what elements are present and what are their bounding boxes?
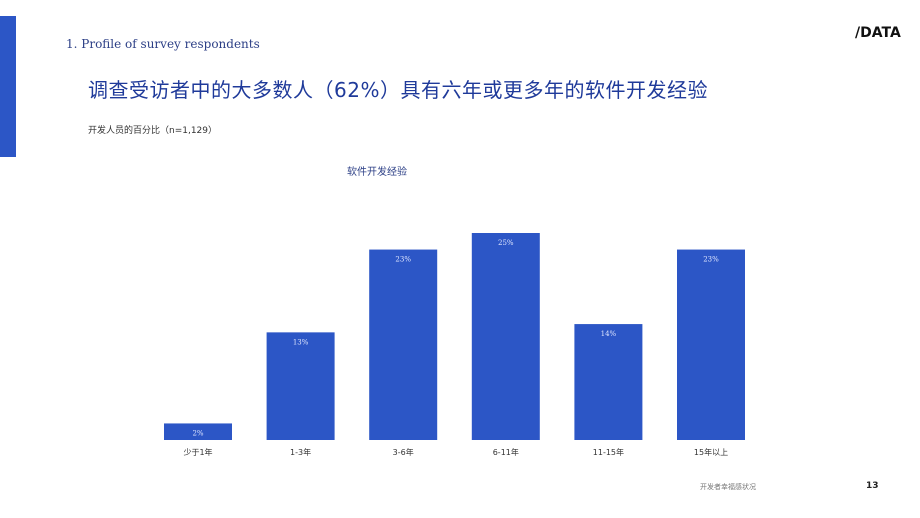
- accent-bar: [0, 16, 16, 157]
- data-label-5: 23%: [703, 256, 719, 264]
- bar-4: [574, 324, 643, 440]
- bar-1: [266, 332, 335, 440]
- category-label-3: 6-11年: [493, 447, 519, 457]
- data-label-4: 14%: [601, 330, 617, 338]
- bar-5: [677, 249, 745, 440]
- data-label-1: 13%: [293, 338, 309, 346]
- data-logo: /DATA: [855, 25, 901, 40]
- data-label-0: 2%: [192, 429, 203, 437]
- bar-2: [369, 249, 438, 440]
- footer-note: 开发者幸福感状况: [700, 483, 756, 491]
- logo-text: /DATA: [855, 25, 901, 40]
- chart-title: 软件开发经验: [347, 167, 407, 178]
- data-label-2: 23%: [395, 256, 411, 264]
- page-number: 13: [866, 481, 879, 491]
- category-label-0: 少于1年: [183, 447, 212, 457]
- section-label: 1. Profile of survey respondents: [66, 37, 260, 51]
- category-label-2: 3-6年: [393, 447, 414, 457]
- bar-0: [164, 423, 232, 440]
- data-label-3: 25%: [498, 239, 514, 247]
- category-label-5: 15年以上: [694, 447, 728, 457]
- chart-subtitle: 开发人员的百分比（n=1,129）: [88, 126, 218, 136]
- page-title: 调查受访者中的大多数人（62%）具有六年或更多年的软件开发经验: [88, 78, 708, 102]
- bar-3: [471, 233, 540, 440]
- category-label-4: 11-15年: [593, 447, 624, 457]
- category-label-1: 1-3年: [290, 447, 311, 457]
